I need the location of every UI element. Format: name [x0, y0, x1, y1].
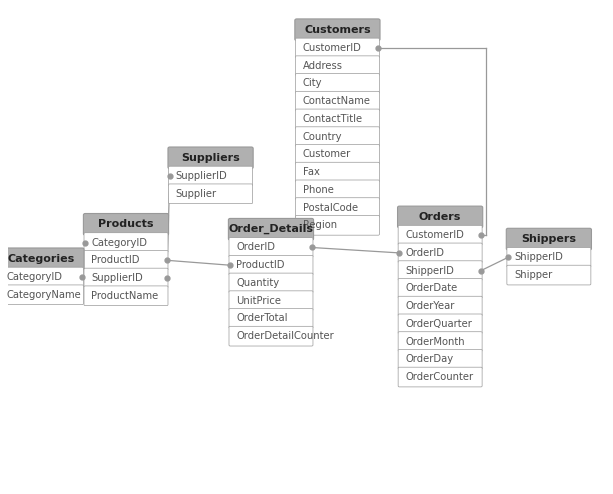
FancyBboxPatch shape: [0, 267, 83, 287]
Text: Orders: Orders: [419, 212, 462, 222]
FancyBboxPatch shape: [295, 162, 379, 182]
FancyBboxPatch shape: [507, 247, 591, 267]
FancyBboxPatch shape: [229, 327, 313, 346]
FancyBboxPatch shape: [295, 109, 379, 129]
FancyBboxPatch shape: [84, 250, 168, 270]
FancyBboxPatch shape: [295, 91, 379, 111]
Text: Products: Products: [98, 219, 154, 229]
FancyBboxPatch shape: [398, 367, 482, 387]
FancyBboxPatch shape: [229, 309, 313, 329]
FancyBboxPatch shape: [398, 296, 482, 316]
Text: CategoryID: CategoryID: [91, 238, 147, 247]
Text: City: City: [303, 79, 322, 88]
Text: Shippers: Shippers: [522, 234, 576, 244]
Text: ShipperID: ShipperID: [514, 252, 563, 262]
Text: OrderMonth: OrderMonth: [405, 336, 465, 347]
Text: Quantity: Quantity: [236, 278, 280, 288]
FancyBboxPatch shape: [398, 349, 482, 369]
FancyBboxPatch shape: [0, 248, 84, 270]
FancyBboxPatch shape: [295, 74, 379, 93]
FancyBboxPatch shape: [295, 19, 380, 41]
FancyBboxPatch shape: [398, 279, 482, 298]
FancyBboxPatch shape: [295, 215, 379, 235]
FancyBboxPatch shape: [229, 238, 313, 257]
FancyBboxPatch shape: [229, 255, 313, 275]
FancyBboxPatch shape: [398, 206, 482, 228]
Text: ProductID: ProductID: [236, 260, 285, 270]
FancyBboxPatch shape: [398, 225, 482, 245]
FancyBboxPatch shape: [507, 265, 591, 285]
Text: Customers: Customers: [304, 25, 371, 35]
FancyBboxPatch shape: [169, 166, 253, 186]
FancyBboxPatch shape: [0, 285, 83, 305]
FancyBboxPatch shape: [84, 286, 168, 306]
FancyBboxPatch shape: [295, 56, 379, 76]
FancyBboxPatch shape: [84, 268, 168, 288]
FancyBboxPatch shape: [295, 145, 379, 164]
FancyBboxPatch shape: [398, 332, 482, 351]
Text: ContactTitle: ContactTitle: [303, 114, 363, 124]
FancyBboxPatch shape: [295, 38, 379, 58]
Text: ShipperID: ShipperID: [405, 266, 454, 276]
FancyBboxPatch shape: [506, 228, 592, 250]
Text: ProductName: ProductName: [91, 291, 159, 301]
Text: Supplier: Supplier: [176, 189, 217, 199]
FancyBboxPatch shape: [169, 184, 253, 204]
FancyBboxPatch shape: [295, 198, 379, 217]
Text: CategoryID: CategoryID: [7, 272, 63, 282]
Text: OrderYear: OrderYear: [405, 301, 455, 311]
Text: OrderTotal: OrderTotal: [236, 313, 287, 324]
FancyBboxPatch shape: [229, 218, 314, 240]
FancyBboxPatch shape: [168, 147, 253, 168]
Text: Address: Address: [303, 61, 343, 71]
Text: ContactName: ContactName: [303, 96, 371, 106]
Text: CustomerID: CustomerID: [405, 230, 464, 240]
Text: OrderQuarter: OrderQuarter: [405, 319, 472, 329]
Text: Country: Country: [303, 132, 342, 142]
FancyBboxPatch shape: [295, 127, 379, 147]
FancyBboxPatch shape: [398, 314, 482, 334]
Text: SupplierID: SupplierID: [176, 171, 227, 181]
Text: Categories: Categories: [8, 254, 75, 264]
Text: OrderDetailCounter: OrderDetailCounter: [236, 331, 334, 341]
FancyBboxPatch shape: [398, 243, 482, 263]
Text: Phone: Phone: [303, 185, 333, 195]
Text: Shipper: Shipper: [514, 270, 552, 280]
FancyBboxPatch shape: [295, 180, 379, 200]
Text: SupplierID: SupplierID: [91, 273, 143, 283]
Text: PostalCode: PostalCode: [303, 203, 358, 212]
Text: UnitPrice: UnitPrice: [236, 296, 281, 306]
Text: OrderID: OrderID: [405, 248, 444, 258]
Text: Order_Details: Order_Details: [229, 224, 313, 234]
FancyBboxPatch shape: [398, 261, 482, 281]
FancyBboxPatch shape: [84, 233, 168, 252]
Text: OrderID: OrderID: [236, 243, 275, 252]
Text: CustomerID: CustomerID: [303, 43, 362, 53]
Text: Customer: Customer: [303, 149, 351, 160]
Text: ProductID: ProductID: [91, 255, 140, 265]
Text: OrderDate: OrderDate: [405, 284, 458, 293]
Text: OrderCounter: OrderCounter: [405, 372, 473, 382]
Text: OrderDay: OrderDay: [405, 354, 454, 364]
Text: Fax: Fax: [303, 167, 319, 177]
Text: Suppliers: Suppliers: [181, 153, 240, 163]
FancyBboxPatch shape: [83, 213, 169, 235]
Text: Region: Region: [303, 220, 337, 230]
FancyBboxPatch shape: [229, 273, 313, 293]
Text: CategoryName: CategoryName: [7, 290, 82, 300]
FancyBboxPatch shape: [229, 291, 313, 311]
